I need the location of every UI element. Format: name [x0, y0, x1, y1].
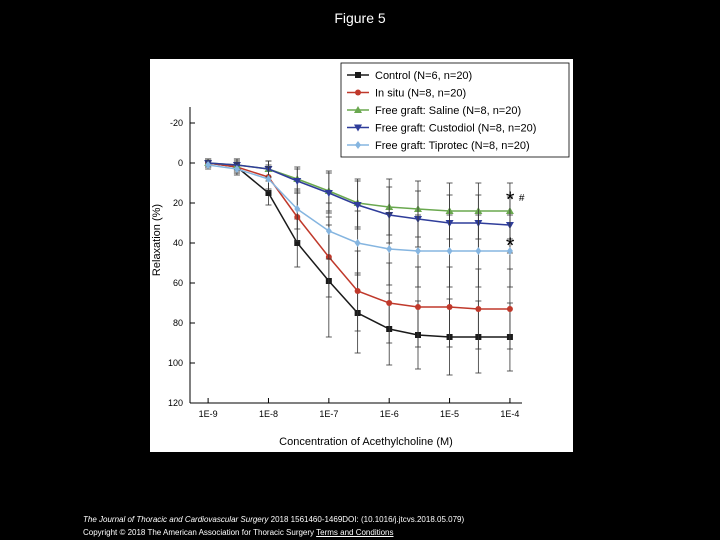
y-axis-label: Relaxation (%)	[151, 204, 163, 276]
y-tick-label: 40	[173, 238, 183, 248]
legend: Control (N=6, n=20) In situ (N=8, n=20) Fr…	[340, 62, 570, 158]
significance-hash: #	[519, 193, 525, 204]
x-tick-label: 1E-4	[500, 409, 519, 419]
marker-triangle-down	[324, 190, 333, 197]
x-tick-label: 1E-5	[440, 409, 459, 419]
series-5	[205, 160, 513, 288]
line-chart: -20 0 20 40 60 80 100 120 1E-9 1E-8 1E-7 1E-6 1E-5 1E…	[151, 62, 570, 448]
x-tick-label: 1E-7	[319, 409, 338, 419]
y-tick-label: 120	[168, 398, 183, 408]
marker-diamond	[386, 245, 393, 253]
y-tick-label: 20	[173, 198, 183, 208]
x-tick-label: 1E-8	[259, 409, 278, 419]
legend-label: Control (N=6, n=20)	[375, 70, 472, 82]
marker-triangle-up	[354, 106, 362, 113]
footer-copyright: Copyright © 2018 The American Associatio…	[83, 528, 315, 537]
x-tick-label: 1E-9	[199, 409, 218, 419]
series-1	[205, 158, 513, 376]
marker-diamond	[415, 247, 422, 255]
series-line	[208, 162, 510, 310]
x-axis-label: Concentration of Acethylcholine (M)	[279, 436, 453, 448]
significance-asterisk: *	[506, 187, 515, 212]
marker-square	[294, 240, 301, 246]
y-tick-label: 80	[173, 318, 183, 328]
marker-diamond	[205, 161, 212, 169]
legend-box	[340, 62, 570, 158]
footer-citation: The Journal of Thoracic and Cardiovascul…	[83, 515, 464, 524]
legend-label: Free graft: Saline (N=8, n=20)	[375, 105, 521, 117]
marker-square	[355, 72, 361, 78]
marker-diamond	[506, 247, 513, 255]
legend-label: Free graft: Custodiol (N=8, n=20)	[375, 123, 536, 135]
footer-journal: The Journal of Thoracic and Cardiovascul…	[83, 515, 269, 524]
marker-diamond	[233, 165, 240, 173]
marker-diamond	[325, 227, 332, 235]
marker-circle	[415, 304, 422, 310]
marker-circle	[354, 288, 361, 294]
y-tick-label: 100	[168, 358, 183, 368]
series-line	[208, 164, 510, 252]
marker-triangle-down	[354, 124, 362, 132]
series-2	[205, 158, 513, 350]
marker-diamond	[265, 175, 272, 183]
significance-asterisk: *	[506, 233, 515, 258]
marker-diamond	[475, 247, 482, 255]
marker-circle	[446, 304, 453, 310]
marker-circle	[506, 306, 513, 312]
marker-diamond	[355, 141, 361, 149]
marker-circle	[355, 89, 361, 96]
marker-diamond	[294, 205, 301, 213]
y-tick-label: -20	[170, 118, 183, 128]
footer-copyright-line: Copyright © 2018 The American Associatio…	[83, 528, 394, 537]
terms-link[interactable]: Terms and Conditions	[316, 528, 394, 537]
marker-circle	[475, 306, 482, 312]
marker-diamond	[354, 239, 361, 247]
marker-triangle-down	[353, 202, 362, 209]
marker-triangle-down	[293, 178, 302, 185]
y-tick-label: 0	[178, 158, 183, 168]
legend-label: Free graft: Tiprotec (N=8, n=20)	[375, 140, 530, 152]
marker-square	[265, 190, 272, 196]
x-tick-label: 1E-6	[380, 409, 399, 419]
y-tick-label: 60	[173, 278, 183, 288]
chart-panel: -20 0 20 40 60 80 100 120 1E-9 1E-8 1E-7 1E-6 1E-5 1E…	[150, 59, 573, 452]
figure-title: Figure 5	[334, 10, 386, 26]
marker-circle	[386, 300, 393, 306]
marker-diamond	[446, 247, 453, 255]
footer-doi: 2018 1561460-1469DOI: (10.1016/j.jtcvs.2…	[270, 515, 465, 524]
legend-label: In situ (N=8, n=20)	[375, 88, 466, 100]
